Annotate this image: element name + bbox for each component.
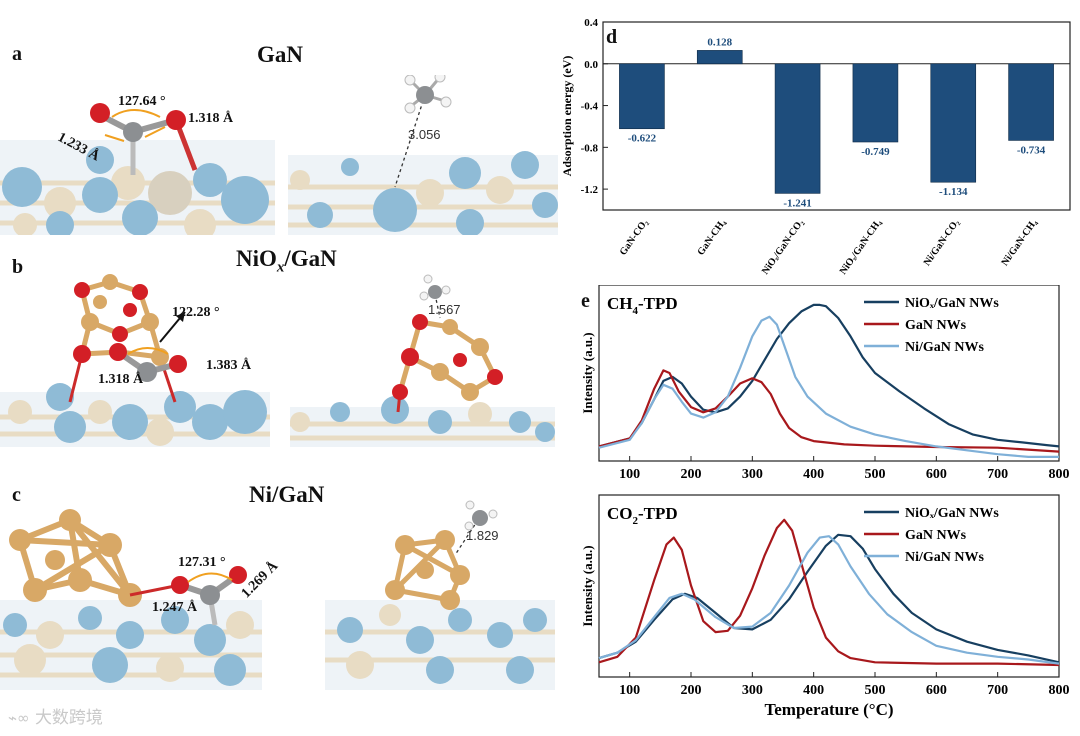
bar-value-label: -0.734 <box>1017 144 1046 156</box>
y-tick-label: 0.0 <box>584 59 598 71</box>
panel-c-ch4-distance: 1.829 <box>466 528 499 543</box>
x-category-label: GaN-CH₄ <box>695 217 728 257</box>
panel-a-ch4-distance: 3.056 <box>408 127 441 142</box>
panel-c-angle: 127.31 ° <box>178 555 226 570</box>
panel-b-label: b <box>12 256 24 278</box>
bar <box>619 63 665 130</box>
niox-cluster-b-right <box>392 314 503 413</box>
panel-c-label: c <box>12 484 21 506</box>
legend-label: GaN NWs <box>905 318 967 333</box>
bar-value-label: -0.749 <box>861 146 890 158</box>
panel-b-bond-left: 1.318 Å <box>98 372 144 387</box>
y-axis-label: Adsorption energy (eV) <box>560 56 574 177</box>
panel-c-structures <box>0 500 555 690</box>
x-tick-label: 200 <box>681 683 702 698</box>
x-tick-label: 400 <box>803 683 824 698</box>
y-axis-label: Intensity (a.u.) <box>580 545 595 626</box>
bar-value-label: 0.128 <box>707 36 732 48</box>
panel-d-label: d <box>606 26 618 48</box>
ni-cluster-c-right <box>385 530 470 610</box>
x-axis-label: Temperature (°C) <box>764 700 893 719</box>
legend-label: Ni/GaN NWs <box>905 340 985 355</box>
y-tick-label: -0.4 <box>581 101 599 113</box>
x-tick-label: 300 <box>742 683 763 698</box>
legend-label: Ni/GaN NWs <box>905 550 985 565</box>
gan-slab-b-right <box>290 396 555 447</box>
series-line <box>598 518 1060 667</box>
panel-a-title: GaN <box>257 42 303 67</box>
series-line <box>598 303 1060 448</box>
panel-a-bond-right: 1.318 Å <box>188 111 234 126</box>
gan-slab-left <box>0 140 275 235</box>
legend-label: NiOₓ/GaN NWs <box>905 296 999 311</box>
bar <box>774 63 821 194</box>
panel-b-bond-right: 1.383 Å <box>206 358 252 373</box>
co2-molecule-b <box>109 311 187 382</box>
y-tick-label: -1.2 <box>581 184 599 196</box>
bar <box>1008 63 1054 141</box>
x-tick-label: 300 <box>742 467 763 482</box>
bar <box>852 63 899 143</box>
x-category-label: NiOₓ/GaN-CH₄ <box>838 217 884 276</box>
x-tick-label: 800 <box>1049 467 1070 482</box>
x-tick-label: 700 <box>987 467 1008 482</box>
y-tick-label: -0.8 <box>581 142 599 154</box>
x-category-label: GaN-CO₂ <box>618 217 651 257</box>
bar-value-label: -1.241 <box>783 197 811 209</box>
bar-value-label: -0.622 <box>628 133 657 145</box>
panel-b-structures <box>0 274 555 447</box>
panel-b-ch4-distance: 1.567 <box>428 302 461 317</box>
panel-c-title: Ni/GaN <box>249 482 325 507</box>
chart-title: CO2-TPD <box>607 504 678 527</box>
bar-value-label: -1.134 <box>939 186 968 198</box>
x-tick-label: 200 <box>681 467 702 482</box>
adsorption-energy-chart: 0.4 0.0 -0.4 -0.8 -1.2 Adsorption energy (eV)… <box>560 17 1071 277</box>
plot-frame-d <box>602 21 1071 211</box>
ch4-molecule-c <box>454 500 498 556</box>
bar <box>696 50 743 65</box>
series-line <box>598 533 1060 664</box>
ch4-tpd-frame <box>598 285 1060 462</box>
x-tick-label: 700 <box>987 683 1008 698</box>
legend-label: NiOₓ/GaN NWs <box>905 506 999 521</box>
ch4-molecule-a <box>394 75 452 188</box>
panel-e-label: e <box>581 290 590 312</box>
watermark-logo-icon: ⌁∞ <box>8 709 30 727</box>
ni-cluster-c-left <box>9 509 142 607</box>
series-line <box>598 535 1060 665</box>
y-tick-label: 0.4 <box>584 17 598 29</box>
panel-b-title: NiOx/GaN <box>236 246 337 276</box>
x-tick-label: 500 <box>865 683 886 698</box>
panel-a-structures <box>0 75 558 235</box>
x-tick-label: 100 <box>619 467 640 482</box>
panel-a-angle: 127.64 ° <box>118 94 166 109</box>
x-tick-label: 100 <box>619 683 640 698</box>
watermark: ⌁∞ 大数跨境 <box>8 708 103 728</box>
tpd-charts: 100 200 300 400 500 600 700 800 Intensity (a.u.)… <box>580 285 1070 719</box>
x-tick-label: 500 <box>865 467 886 482</box>
panel-c-bond-left: 1.247 Å <box>152 600 198 615</box>
x-category-label: NiOₓ/GaN-CO₂ <box>760 217 806 276</box>
gan-slab-c-right <box>325 600 555 690</box>
x-tick-label: 800 <box>1049 683 1070 698</box>
x-tick-label: 600 <box>926 467 947 482</box>
chart-title: CH4-TPD <box>607 294 678 317</box>
x-category-label: Ni/GaN-CO₂ <box>922 217 962 268</box>
bar <box>930 63 977 183</box>
y-axis-label: Intensity (a.u.) <box>580 332 595 413</box>
panel-b-angle: 122.28 ° <box>172 305 220 320</box>
legend-label: GaN NWs <box>905 528 967 543</box>
x-category-label: Ni/GaN-CH₄ <box>999 217 1039 268</box>
gan-slab-right <box>288 151 558 235</box>
series-line <box>598 369 1060 453</box>
x-tick-label: 600 <box>926 683 947 698</box>
panel-a-label: a <box>12 43 22 65</box>
gan-slab-c-left <box>0 600 262 690</box>
x-tick-label: 400 <box>803 467 824 482</box>
co2-molecule-c <box>129 566 247 626</box>
gan-slab-b-left <box>0 383 270 447</box>
co2-molecule-a <box>90 103 198 175</box>
ch4-molecule-b <box>419 274 451 319</box>
series-line <box>598 315 1059 458</box>
